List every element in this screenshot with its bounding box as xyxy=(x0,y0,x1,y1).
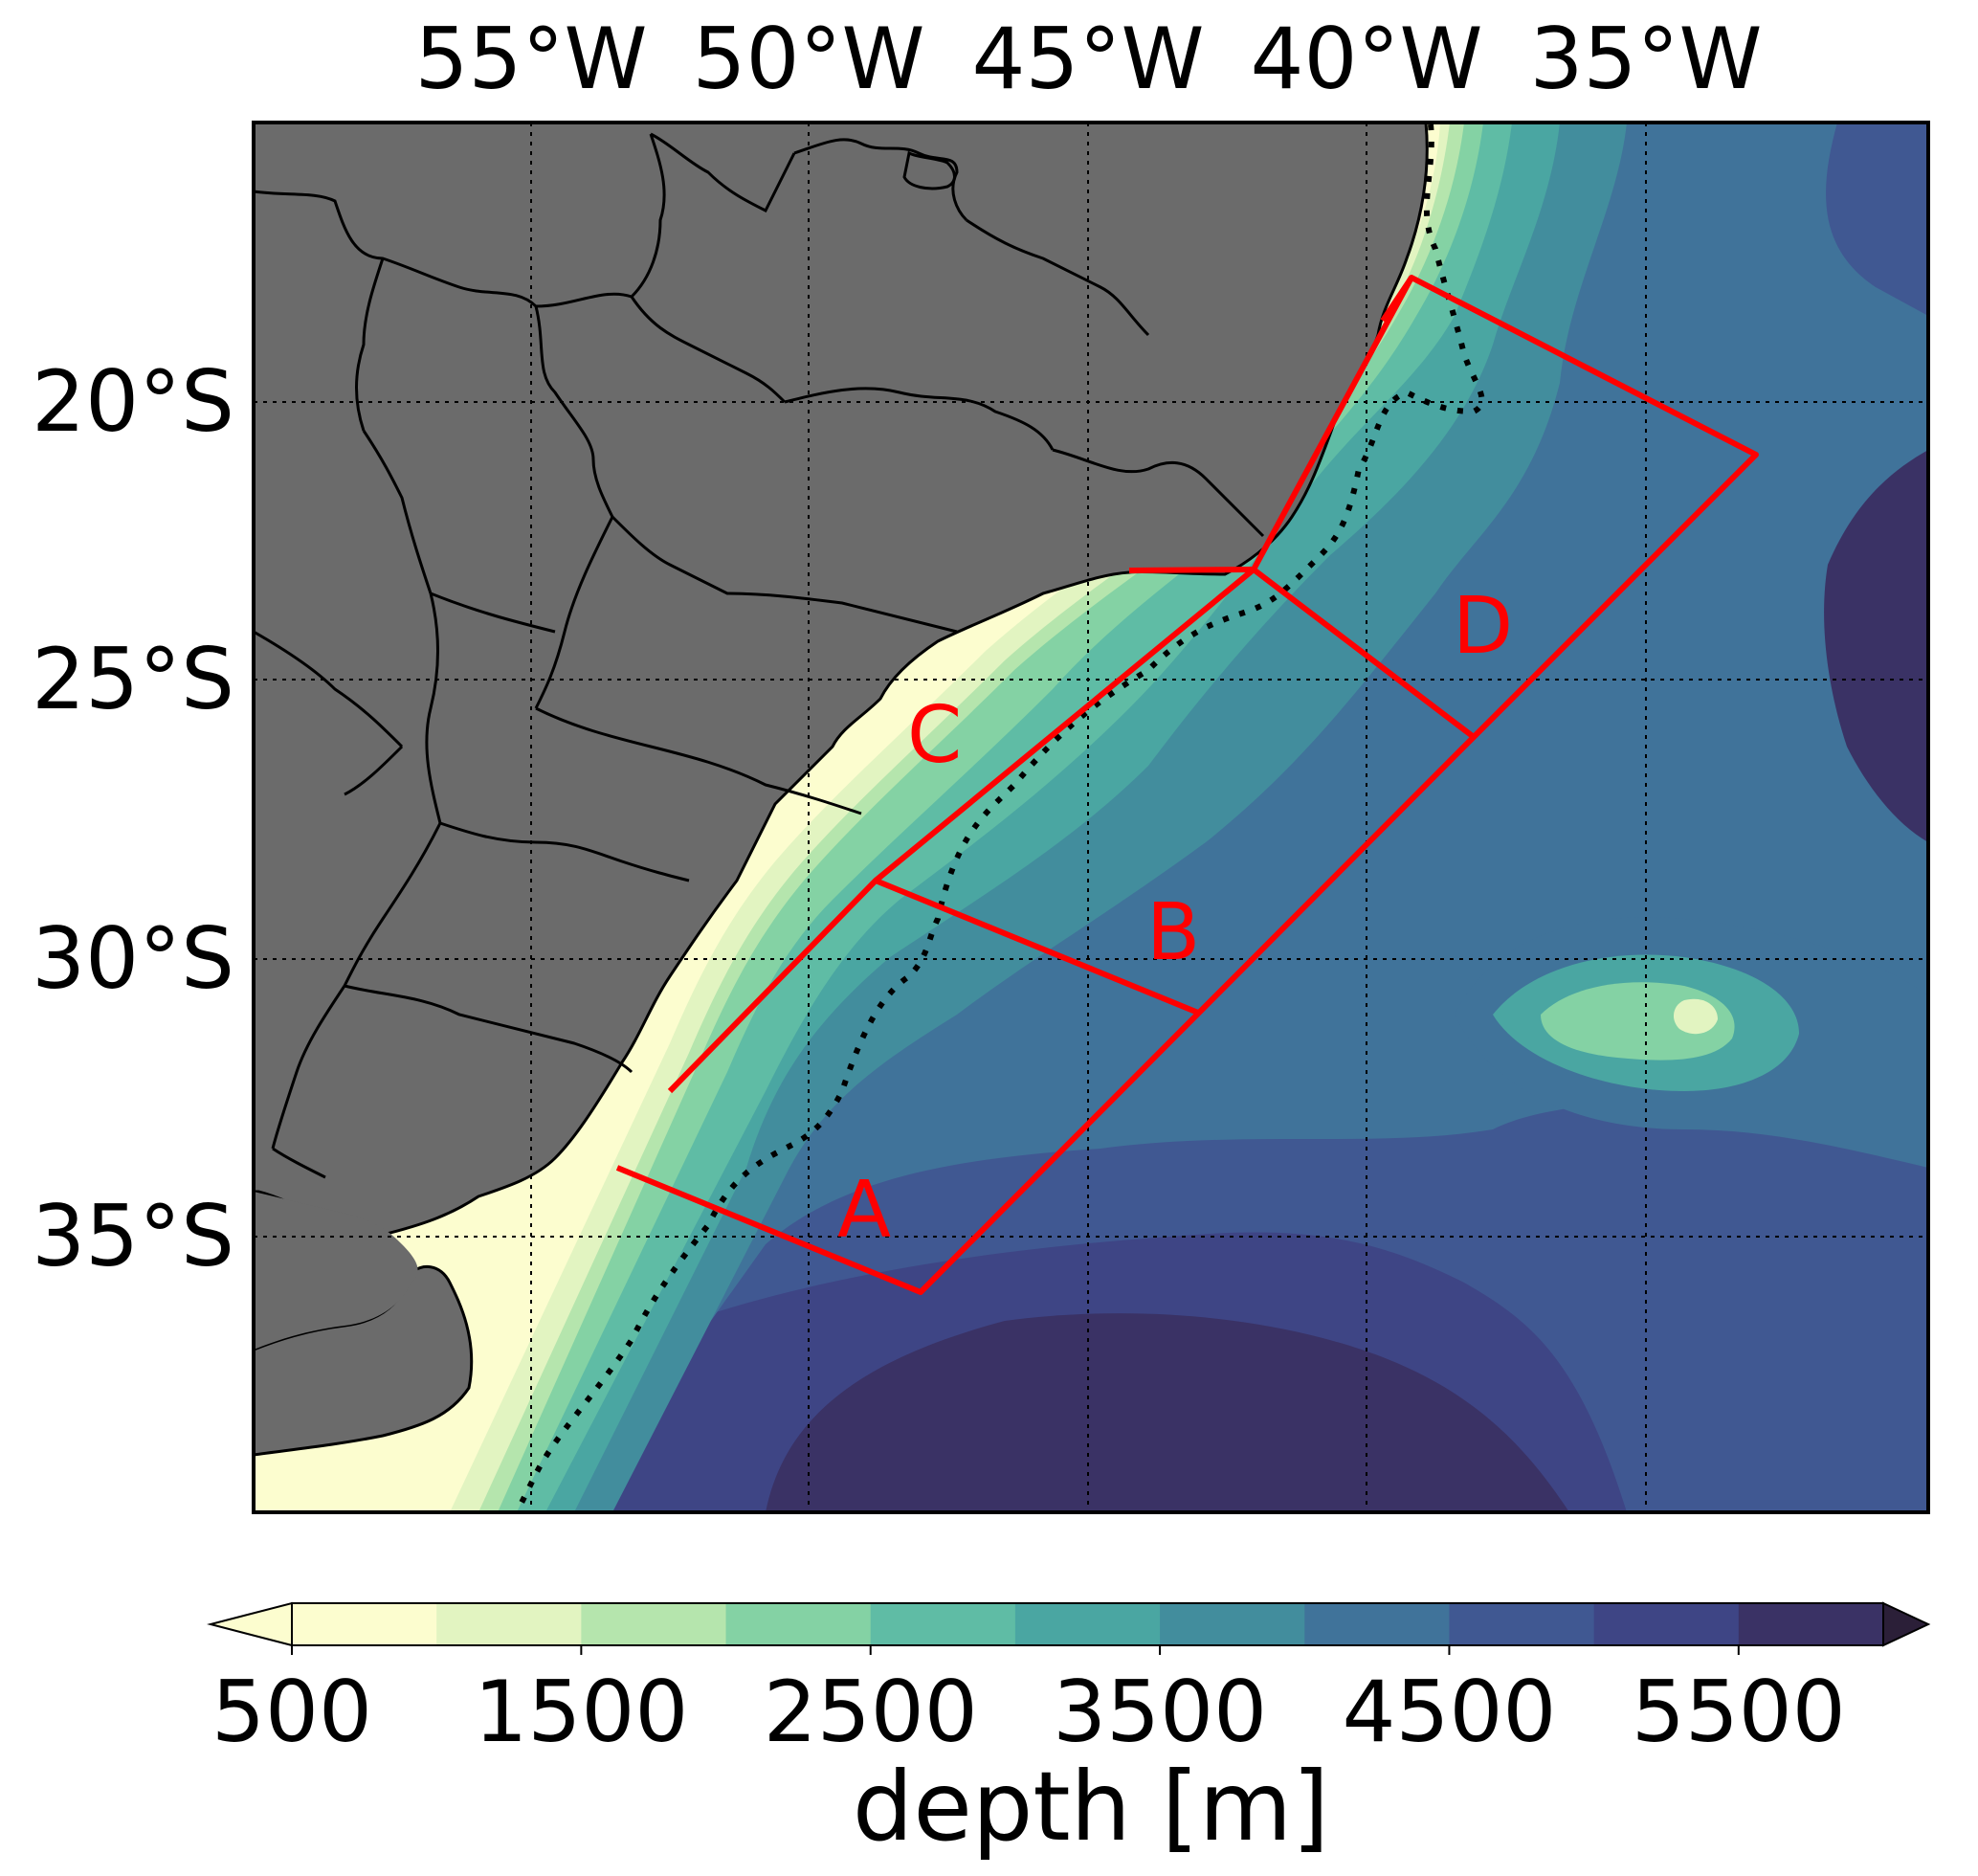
lon-label-55w: 55°W xyxy=(415,10,648,108)
region-label-a: A xyxy=(837,1165,891,1256)
colorbar: 500 1500 2500 3500 4500 5500 depth [m] xyxy=(207,1601,1931,1863)
lon-label-45w: 45°W xyxy=(972,10,1205,108)
colorbar-cell xyxy=(581,1603,727,1645)
colorbar-tick-label: 2500 xyxy=(764,1663,978,1761)
lat-label-30s: 30°S xyxy=(32,909,234,1008)
isobath-dotted xyxy=(514,123,1485,1512)
colorbar-tick-label: 3500 xyxy=(1053,1663,1267,1761)
colorbar-tick-label: 4500 xyxy=(1342,1663,1556,1761)
region-divider-ab xyxy=(874,878,1200,1016)
colorbar-cells xyxy=(292,1603,1884,1645)
region-outline-inner-a xyxy=(667,276,1414,1094)
colorbar-cell xyxy=(292,1603,437,1645)
region-divider-bc xyxy=(1252,567,1476,740)
colorbar-title: depth [m] xyxy=(853,1751,1329,1863)
colorbar-tick-label: 5500 xyxy=(1632,1663,1846,1761)
region-label-d: D xyxy=(1453,581,1513,672)
colorbar-cell xyxy=(1014,1603,1161,1645)
colorbar-cell xyxy=(1160,1603,1305,1645)
colorbar-cell xyxy=(725,1603,872,1645)
lat-label-35s: 35°S xyxy=(32,1187,234,1285)
top-axis-labels: 55°W 50°W 45°W 40°W 35°W xyxy=(415,10,1763,108)
colorbar-cell xyxy=(1738,1603,1884,1645)
colorbar-cell xyxy=(1449,1603,1595,1645)
colorbar-cell xyxy=(870,1603,1016,1645)
river-plate-land xyxy=(254,1192,418,1350)
colorbar-extend-max xyxy=(1882,1601,1931,1647)
lon-label-50w: 50°W xyxy=(693,10,925,108)
lon-label-35w: 35°W xyxy=(1530,10,1763,108)
map-frame xyxy=(252,121,1930,1514)
colorbar-frame xyxy=(291,1602,1884,1646)
left-axis-labels: 20°S 25°S 30°S 35°S xyxy=(32,352,234,1285)
region-label-b: B xyxy=(1146,887,1200,978)
lat-label-25s: 25°S xyxy=(32,630,234,728)
colorbar-cell xyxy=(1593,1603,1740,1645)
colorbar-extend-min xyxy=(207,1601,293,1647)
graticule xyxy=(254,123,1928,1512)
seamount-1000 xyxy=(1673,998,1718,1035)
colorbar-tick-label: 1500 xyxy=(474,1663,688,1761)
colorbar-cell xyxy=(436,1603,582,1645)
region-label-c: C xyxy=(907,690,962,781)
lat-label-20s: 20°S xyxy=(32,352,234,451)
colorbar-ticks: 500 1500 2500 3500 4500 5500 xyxy=(211,1645,1846,1761)
analysis-regions xyxy=(615,275,1759,1295)
colorbar-cell xyxy=(1304,1603,1450,1645)
colorbar-tick-label: 500 xyxy=(211,1663,372,1761)
country-borders xyxy=(254,132,1265,1179)
depth-band-5500-south xyxy=(766,1313,1569,1512)
region-labels: A B C D xyxy=(837,581,1513,1256)
lon-label-40w: 40°W xyxy=(1251,10,1483,108)
depth-band-5500-east xyxy=(1824,450,1928,842)
